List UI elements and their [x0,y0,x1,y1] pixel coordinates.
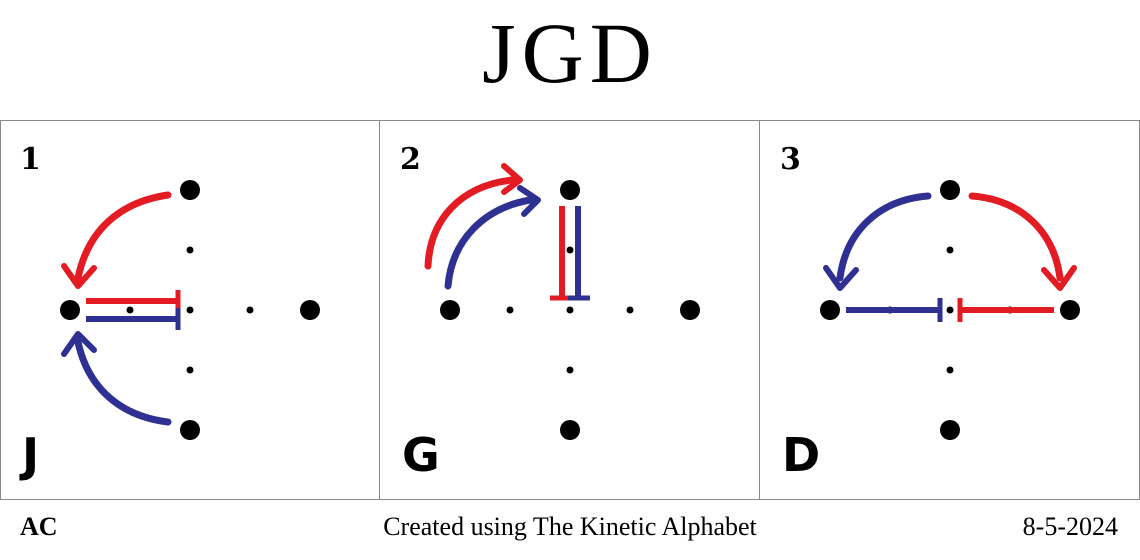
small-dot [946,306,954,314]
small-dot [946,246,954,254]
small-dot [186,246,194,254]
node-dot [300,300,320,320]
blue-curve-arrow [836,192,932,282]
red-arrowhead [1041,265,1077,291]
small-dot [186,366,194,374]
small-dot [566,366,574,374]
panel-2-diagram [424,163,700,440]
small-dot [566,306,574,314]
red-curve-arrow [968,192,1064,282]
node-dot [820,300,840,320]
small-dot [126,306,134,314]
node-dot [60,300,80,320]
small-dot [626,306,634,314]
panel-divider [759,120,760,500]
blue-arrowhead [823,265,859,291]
small-dot [946,366,954,374]
node-dot [180,180,200,200]
panel-3-diagram [820,180,1080,440]
node-dot [440,300,460,320]
node-dot [560,420,580,440]
red-curve-arrow [424,176,516,270]
red-curve-arrow [74,191,172,282]
node-dot [680,300,700,320]
footer: Created using The Kinetic Alphabet AC 8-… [0,512,1140,552]
small-dot [566,246,574,254]
panel-number: 2 [400,142,421,177]
node-dot [560,180,580,200]
panel-divider [379,120,380,500]
blue-arrowhead [61,331,97,357]
small-dot [186,306,194,314]
blue-curve-arrow [444,196,534,290]
panel-3: 3 D [760,120,1140,500]
panel-1: 1 J [0,120,380,500]
red-arrowhead [61,263,97,289]
small-dot [246,306,254,314]
node-dot [940,180,960,200]
footer-credit: Created using The Kinetic Alphabet [383,512,757,541]
node-dot [180,420,200,440]
footer-date: 8-5-2024 [1022,512,1118,541]
blue-curve-arrow [74,338,172,426]
small-dot [506,306,514,314]
footer-author: AC [20,512,58,541]
panel-number: 3 [780,142,801,177]
node-dot [1060,300,1080,320]
node-dot [940,420,960,440]
red-arrowhead [501,163,523,195]
panel-number: 1 [20,142,41,177]
panel-2: 2 G [380,120,760,500]
blue-arrowhead [517,185,541,217]
panels-frame: 1 J 2 G [0,120,1140,500]
page-title: JGD [482,5,658,101]
panel-letter: J [22,428,40,482]
panel-1-diagram [60,180,320,440]
panel-letter: D [782,428,821,482]
panel-letter: G [402,428,440,482]
